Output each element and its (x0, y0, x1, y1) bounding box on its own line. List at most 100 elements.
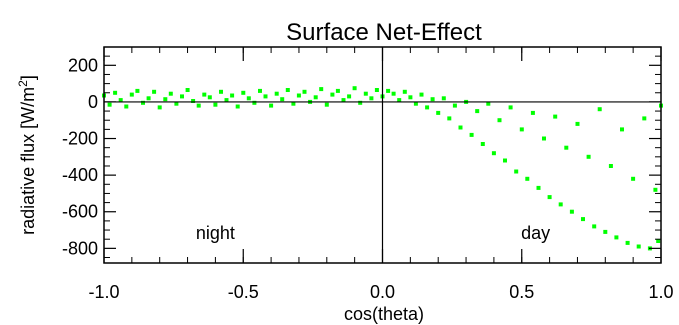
y-tick-label: -800 (62, 238, 98, 258)
axes-layer (103, 46, 662, 264)
y-tick-label: -400 (62, 165, 98, 185)
data-point (335, 88, 340, 93)
x-tick-label: 0.5 (509, 282, 534, 302)
data-point (631, 176, 636, 181)
data-point (369, 96, 374, 101)
y-axis-label-suffix: ] (18, 75, 38, 80)
y-axis-label-superscript: 2 (16, 80, 30, 87)
data-point (592, 224, 597, 229)
data-point (430, 97, 435, 102)
data-point (656, 239, 661, 243)
region-annotation: night (196, 223, 235, 243)
data-point (313, 95, 318, 100)
annotations-layer: night day (196, 223, 550, 243)
data-point (530, 110, 535, 115)
data-point (636, 244, 641, 249)
x-axis-ticks: -1.0 -0.5 0.0 0.5 1.0 (88, 47, 674, 302)
data-point (558, 202, 563, 207)
data-point (135, 88, 140, 93)
data-point (586, 154, 591, 159)
data-point (180, 94, 184, 99)
x-tick-label: -1.0 (88, 282, 119, 302)
data-point (185, 88, 190, 92)
data-point (124, 104, 129, 109)
data-point (547, 195, 552, 200)
data-point (207, 95, 212, 100)
data-point (553, 114, 558, 119)
data-point (269, 103, 274, 108)
data-point (174, 101, 179, 106)
x-tick-label: -0.5 (228, 282, 259, 302)
x-tick-label: 1.0 (648, 282, 673, 302)
data-point (447, 116, 452, 121)
x-tick-label: 0.0 (370, 282, 395, 302)
data-point (235, 104, 240, 109)
data-point (241, 90, 246, 95)
data-point (436, 110, 441, 115)
y-axis-label-prefix: radiative flux [W/m (18, 87, 38, 235)
data-point (508, 105, 513, 110)
data-point (391, 91, 396, 96)
data-point (341, 98, 346, 103)
data-point (146, 96, 151, 101)
data-point (274, 91, 279, 96)
data-point (230, 93, 235, 98)
y-axis-ticks: -800 -600 -400 -200 0 200 (62, 55, 661, 258)
data-point (564, 145, 569, 150)
data-point (285, 88, 290, 92)
data-point (525, 176, 530, 181)
data-point (519, 127, 524, 132)
data-point (653, 187, 658, 192)
data-point (118, 98, 123, 103)
data-point (503, 158, 507, 163)
data-point (603, 229, 608, 234)
data-point (441, 96, 446, 101)
data-point (625, 240, 630, 245)
data-point (497, 118, 502, 123)
data-point (107, 102, 112, 107)
data-point (246, 96, 251, 101)
data-point (324, 102, 329, 107)
data-point (469, 132, 474, 137)
data-point (152, 89, 157, 94)
data-point (480, 142, 485, 146)
data-point (202, 92, 207, 97)
chart-title: Surface Net-Effect (286, 19, 482, 46)
data-point (386, 88, 391, 93)
data-point (330, 92, 335, 97)
data-point (514, 169, 519, 174)
data-point (141, 100, 145, 105)
data-point (219, 89, 223, 94)
data-point (620, 127, 624, 132)
data-point (569, 209, 574, 214)
data-point (486, 101, 491, 106)
x-axis-label: cos(theta) (344, 304, 424, 324)
data-point (196, 103, 201, 108)
data-point (168, 91, 173, 96)
data-point (258, 88, 262, 93)
data-point (291, 101, 296, 106)
y-tick-label: -200 (62, 129, 98, 149)
data-point (608, 164, 613, 168)
data-point (213, 102, 218, 107)
data-point (319, 87, 324, 92)
data-point (252, 100, 257, 105)
y-tick-label: 0 (88, 92, 98, 112)
data-point (397, 98, 402, 103)
data-point (374, 88, 379, 92)
data-point (542, 136, 546, 141)
data-point (491, 151, 496, 156)
data-point (157, 105, 162, 110)
data-point (642, 116, 647, 121)
data-point (536, 185, 541, 190)
data-point (302, 89, 307, 94)
data-point (458, 125, 463, 130)
data-point (419, 92, 424, 97)
region-annotation: day (521, 223, 550, 243)
data-point (163, 97, 168, 102)
data-point (425, 105, 430, 110)
data-point (597, 107, 602, 112)
data-point (347, 94, 352, 99)
y-axis-label: radiative flux [W/m2] (16, 75, 38, 235)
data-point (614, 235, 619, 240)
